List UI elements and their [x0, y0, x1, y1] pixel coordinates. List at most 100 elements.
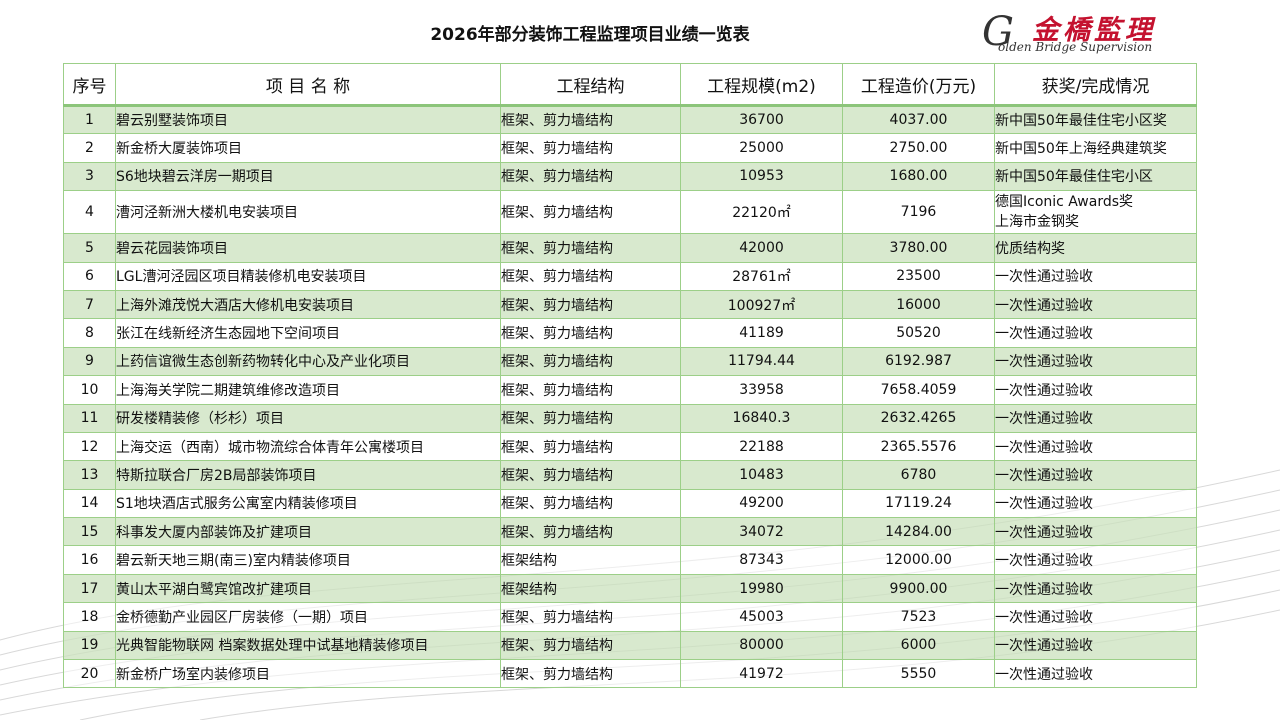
row-scale: 10953: [680, 161, 843, 192]
award-line: 一次性通过验收: [995, 382, 1094, 399]
row-structure: 框架、剪力墙结构: [500, 460, 681, 490]
row-project-name: 研发楼精装修（杉杉）项目: [115, 403, 501, 433]
row-cost: 12000.00: [842, 545, 995, 575]
row-project-name: 碧云花园装饰项目: [115, 233, 501, 263]
award-line: 一次性通过验收: [995, 467, 1094, 484]
row-scale: 41972: [680, 659, 843, 689]
row-project-name: 金桥德勤产业园区厂房装修（一期）项目: [115, 602, 501, 632]
table-row: 6 LGL漕河泾园区项目精装修机电安装项目 框架、剪力墙结构 28761㎡ 23500 一…: [63, 261, 1197, 291]
row-award: 一次性通过验收: [994, 630, 1197, 661]
company-logo: G 金橋監理 olden Bridge Supervision: [980, 6, 1200, 62]
row-scale: 16840.3: [680, 403, 843, 433]
row-award: 新中国50年上海经典建筑奖: [994, 133, 1197, 163]
table-body: 1 碧云别墅装饰项目 框架、剪力墙结构 36700 4037.00 新中国50年最佳住宅小…: [63, 104, 1197, 689]
row-cost: 7658.4059: [842, 375, 995, 405]
row-structure: 框架、剪力墙结构: [500, 517, 681, 547]
row-cost: 6000: [842, 630, 995, 661]
row-structure: 框架、剪力墙结构: [500, 659, 681, 689]
row-cost: 2632.4265: [842, 403, 995, 433]
row-project-name: 上海外滩茂悦大酒店大修机电安装项目: [115, 289, 501, 320]
table-row: 18 金桥德勤产业园区厂房装修（一期）项目 框架、剪力墙结构 45003 7523 一次性…: [63, 602, 1197, 632]
row-award: 一次性通过验收: [994, 602, 1197, 632]
row-scale: 10483: [680, 460, 843, 490]
row-project-name: LGL漕河泾园区项目精装修机电安装项目: [115, 261, 501, 291]
table-row: 17 黄山太平湖白鹭宾馆改扩建项目 框架结构 19980 9900.00 一次性通过验收: [63, 573, 1197, 604]
row-award: 一次性通过验收: [994, 431, 1197, 462]
row-index: 18: [63, 602, 116, 632]
row-index: 7: [63, 289, 116, 320]
row-award: 一次性通过验收: [994, 318, 1197, 348]
award-line: 优质结构奖: [995, 240, 1066, 257]
award-line: 一次性通过验收: [995, 609, 1094, 626]
row-cost: 6192.987: [842, 346, 995, 377]
row-project-name: 光典智能物联网 档案数据处理中试基地精装修项目: [115, 630, 501, 661]
table-header-row: 序号 项 目 名 称 工程结构 工程规模(m2) 工程造价(万元) 获奖/完成情…: [63, 63, 1197, 107]
award-line: 一次性通过验收: [995, 524, 1094, 541]
row-cost: 4037.00: [842, 104, 995, 135]
row-scale: 19980: [680, 573, 843, 604]
row-structure: 框架、剪力墙结构: [500, 403, 681, 433]
row-structure: 框架、剪力墙结构: [500, 488, 681, 519]
row-index: 4: [63, 190, 116, 235]
row-index: 2: [63, 133, 116, 163]
award-line: 一次性通过验收: [995, 411, 1094, 428]
page-title: 2026年部分装饰工程监理项目业绩一览表: [430, 25, 750, 45]
award-line: 德国Iconic Awards奖: [995, 194, 1134, 211]
row-project-name: 碧云新天地三期(南三)室内精装修项目: [115, 545, 501, 575]
table-row: 13 特斯拉联合厂房2B局部装饰项目 框架、剪力墙结构 10483 6780 一次性通过验…: [63, 460, 1197, 490]
row-index: 20: [63, 659, 116, 689]
award-line: 一次性通过验收: [995, 269, 1094, 286]
row-award: 一次性通过验收: [994, 659, 1197, 689]
row-award: 一次性通过验收: [994, 488, 1197, 519]
row-structure: 框架、剪力墙结构: [500, 261, 681, 291]
row-project-name: 科事发大厦内部装饰及扩建项目: [115, 517, 501, 547]
row-award: 一次性通过验收: [994, 403, 1197, 433]
row-project-name: 漕河泾新洲大楼机电安装项目: [115, 190, 501, 235]
row-scale: 22188: [680, 431, 843, 462]
row-project-name: S1地块酒店式服务公寓室内精装修项目: [115, 488, 501, 519]
logo-initial: G: [982, 9, 1014, 55]
row-award: 新中国50年最佳住宅小区奖: [994, 104, 1197, 135]
row-structure: 框架、剪力墙结构: [500, 318, 681, 348]
row-structure: 框架、剪力墙结构: [500, 190, 681, 235]
row-scale: 100927㎡: [680, 289, 843, 320]
row-index: 19: [63, 630, 116, 661]
award-line: 一次性通过验收: [995, 666, 1094, 683]
header-project-name: 项 目 名 称: [115, 63, 501, 107]
table-row: 8 张江在线新经济生态园地下空间项目 框架、剪力墙结构 41189 50520 一次性通过…: [63, 318, 1197, 348]
row-project-name: 上海海关学院二期建筑维修改造项目: [115, 375, 501, 405]
row-award: 一次性通过验收: [994, 346, 1197, 377]
row-index: 15: [63, 517, 116, 547]
table-row: 19 光典智能物联网 档案数据处理中试基地精装修项目 框架、剪力墙结构 80000 60…: [63, 630, 1197, 661]
table-row: 14 S1地块酒店式服务公寓室内精装修项目 框架、剪力墙结构 49200 17119.2…: [63, 488, 1197, 519]
row-structure: 框架、剪力墙结构: [500, 233, 681, 263]
row-structure: 框架结构: [500, 573, 681, 604]
row-award: 一次性通过验收: [994, 460, 1197, 490]
row-structure: 框架、剪力墙结构: [500, 161, 681, 192]
award-line: 新中国50年上海经典建筑奖: [995, 141, 1167, 158]
award-line: 新中国50年最佳住宅小区奖: [995, 113, 1167, 130]
header-award: 获奖/完成情况: [994, 63, 1197, 107]
row-project-name: 黄山太平湖白鹭宾馆改扩建项目: [115, 573, 501, 604]
row-scale: 49200: [680, 488, 843, 519]
row-scale: 87343: [680, 545, 843, 575]
row-project-name: 新金桥广场室内装修项目: [115, 659, 501, 689]
row-index: 16: [63, 545, 116, 575]
row-index: 11: [63, 403, 116, 433]
row-project-name: 特斯拉联合厂房2B局部装饰项目: [115, 460, 501, 490]
header-scale: 工程规模(m2): [680, 63, 843, 107]
row-index: 14: [63, 488, 116, 519]
row-project-name: 碧云别墅装饰项目: [115, 104, 501, 135]
row-award: 一次性通过验收: [994, 375, 1197, 405]
row-index: 12: [63, 431, 116, 462]
table-row: 16 碧云新天地三期(南三)室内精装修项目 框架结构 87343 12000.00 一次性…: [63, 545, 1197, 575]
row-structure: 框架、剪力墙结构: [500, 289, 681, 320]
row-structure: 框架结构: [500, 545, 681, 575]
row-index: 13: [63, 460, 116, 490]
award-line: 一次性通过验收: [995, 439, 1094, 456]
row-project-name: 新金桥大厦装饰项目: [115, 133, 501, 163]
table-row: 1 碧云别墅装饰项目 框架、剪力墙结构 36700 4037.00 新中国50年最佳住宅小…: [63, 104, 1197, 135]
row-cost: 5550: [842, 659, 995, 689]
row-award: 一次性通过验收: [994, 261, 1197, 291]
row-cost: 14284.00: [842, 517, 995, 547]
